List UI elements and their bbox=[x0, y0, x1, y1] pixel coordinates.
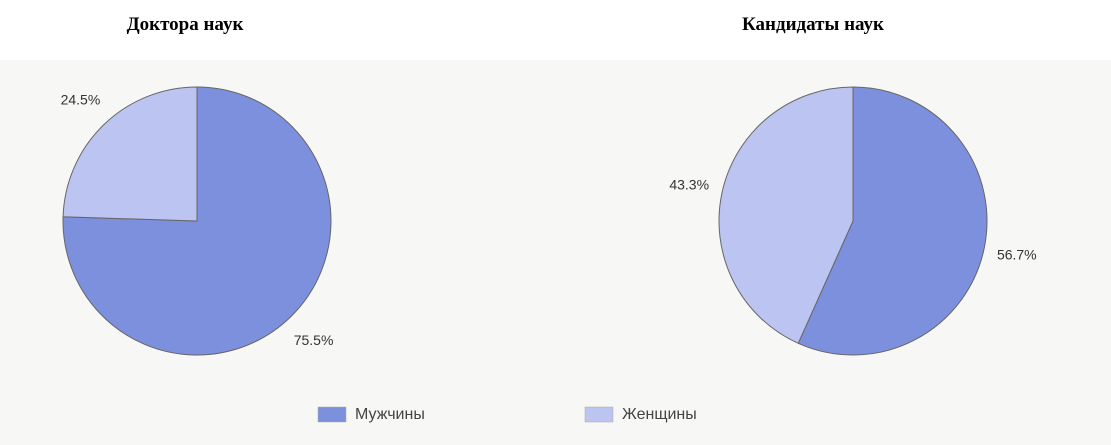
data-label: 24.5% bbox=[61, 91, 101, 107]
data-label: 75.5% bbox=[294, 332, 334, 348]
legend-swatch bbox=[317, 406, 347, 423]
data-label: 56.7% bbox=[997, 247, 1037, 263]
pie-slice bbox=[62, 86, 198, 222]
legend-label: Женщины bbox=[622, 406, 697, 423]
pie-slice bbox=[797, 86, 988, 356]
pie-slice bbox=[718, 86, 854, 344]
data-label: 43.3% bbox=[669, 177, 709, 193]
chart-title: Кандидаты наук bbox=[742, 14, 884, 35]
chart-title: Доктора наук bbox=[127, 14, 244, 35]
legend-swatch bbox=[584, 406, 614, 423]
legend-label: Мужчины bbox=[355, 406, 425, 423]
